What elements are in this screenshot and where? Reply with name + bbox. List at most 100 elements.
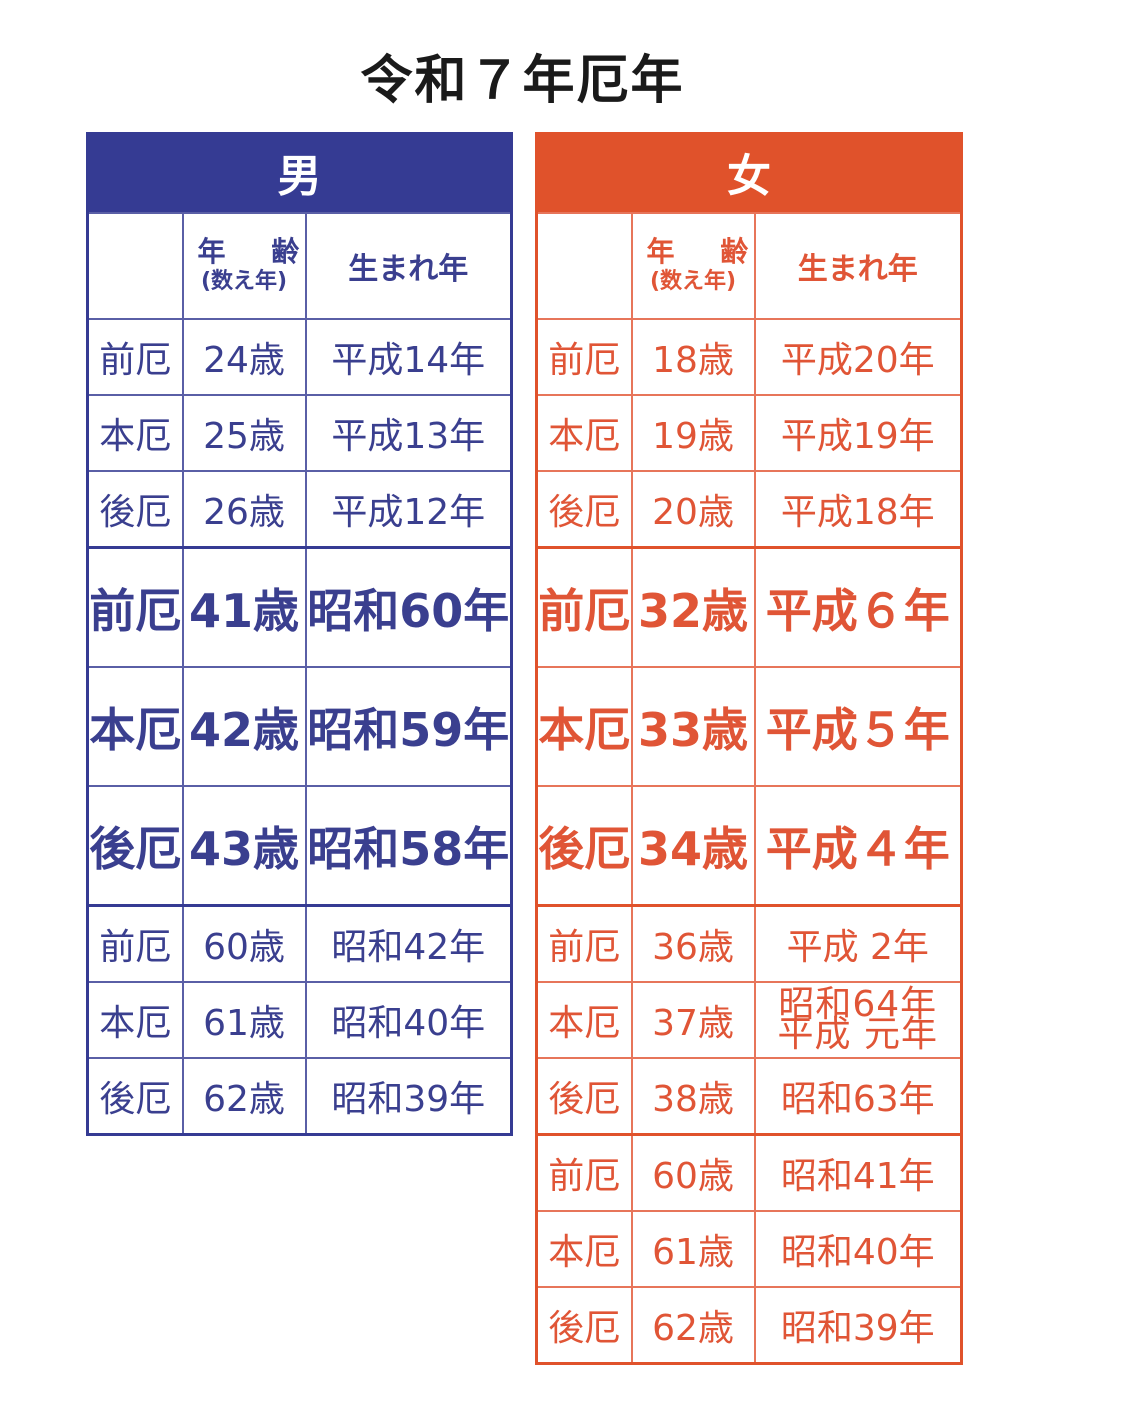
yaku-type-cell: 本厄 (86, 981, 184, 1059)
yaku-type-cell: 本厄 (535, 981, 633, 1059)
age-cell: 34歳 (630, 785, 756, 907)
yaku-type-cell: 本厄 (535, 1210, 633, 1288)
yaku-type-cell: 後厄 (535, 785, 633, 907)
birth-year-cell: 昭和64年 平成 元年 (753, 981, 963, 1059)
column-header-row: 年 齢 (数え年) 生まれ年 (86, 212, 513, 320)
table-row: 本厄 61歳 昭和40年 (86, 981, 513, 1059)
table-row: 本厄 42歳 昭和59年 (86, 666, 513, 787)
age-cell: 37歳 (630, 981, 756, 1059)
birth-year-cell: 昭和63年 (753, 1057, 963, 1136)
birth-year-cell: 昭和39年 (304, 1057, 513, 1136)
age-cell: 32歳 (630, 546, 756, 668)
yaku-type-cell: 本厄 (535, 394, 633, 472)
birth-year-cell: 昭和60年 (304, 546, 513, 668)
type-header-cell (86, 212, 184, 320)
age-header: 年 齢 (197, 235, 318, 268)
table-row: 後厄 43歳 昭和58年 (86, 785, 513, 907)
yaku-type-cell: 後厄 (86, 470, 184, 549)
women-header: 女 (535, 132, 963, 212)
birth-year-cell: 平成５年 (753, 666, 963, 787)
birth-year-cell: 平成４年 (753, 785, 963, 907)
birth-year-cell: 昭和41年 (753, 1133, 963, 1212)
age-cell: 25歳 (181, 394, 307, 472)
birth-year-cell: 平成20年 (753, 318, 963, 396)
age-subheader: (数え年) (649, 269, 737, 294)
table-row: 前厄 60歳 昭和42年 (86, 904, 513, 983)
table-row: 後厄 62歳 昭和39年 (535, 1286, 963, 1365)
age-header: 年 齢 (646, 235, 767, 268)
birth-year-cell: 平成 2年 (753, 904, 963, 983)
age-cell: 42歳 (181, 666, 307, 787)
table-row: 後厄 38歳 昭和63年 (535, 1057, 963, 1136)
yaku-type-cell: 前厄 (535, 1133, 633, 1212)
men-header: 男 (86, 132, 513, 212)
birth-year-cell: 平成19年 (753, 394, 963, 472)
age-header-cell: 年 齢 (数え年) (630, 212, 767, 320)
yaku-type-cell: 前厄 (535, 546, 633, 668)
men-table-panel: 男 年 齢 (数え年) 生まれ年 前厄 24歳 平成14年 本厄 25歳 平成13年 後厄 26歳平… (86, 132, 513, 1136)
yaku-type-cell: 前厄 (535, 904, 633, 983)
age-cell: 19歳 (630, 394, 756, 472)
age-cell: 60歳 (181, 904, 307, 983)
yaku-type-cell: 後厄 (86, 785, 184, 907)
women-table: 年 齢 (数え年) 生まれ年 前厄 18歳 平成20年 本厄 19歳 平成19年 後厄 20歳 平成1… (535, 212, 963, 1365)
age-cell: 60歳 (630, 1133, 756, 1212)
age-cell: 43歳 (181, 785, 307, 907)
birth-year-cell: 昭和40年 (304, 981, 513, 1059)
table-row: 前厄 60歳 昭和41年 (535, 1133, 963, 1212)
yaku-type-cell: 前厄 (86, 546, 184, 668)
birth-year-cell: 平成６年 (753, 546, 963, 668)
yaku-type-cell: 後厄 (535, 470, 633, 549)
birth-header-cell: 生まれ年 (304, 212, 513, 320)
birth-year: 昭和64年 (778, 984, 938, 1025)
yaku-type-cell: 後厄 (535, 1286, 633, 1365)
age-subheader: (数え年) (200, 269, 288, 294)
table-row: 後厄 62歳 昭和39年 (86, 1057, 513, 1136)
yaku-type-cell: 本厄 (535, 666, 633, 787)
yaku-type-cell: 本厄 (86, 394, 184, 472)
age-cell: 26歳 (181, 470, 307, 549)
women-table-panel: 女 年 齢 (数え年) 生まれ年 前厄 18歳 平成20年 本厄 19歳 平成19年 後厄 20歳平… (535, 132, 963, 1365)
age-cell: 33歳 (630, 666, 756, 787)
table-row: 本厄 33歳 平成５年 (535, 666, 963, 787)
table-row: 後厄 26歳 平成12年 (86, 470, 513, 549)
men-table: 年 齢 (数え年) 生まれ年 前厄 24歳 平成14年 本厄 25歳 平成13年 後厄 26歳 平成1… (86, 212, 513, 1136)
yaku-type-cell: 後厄 (535, 1057, 633, 1136)
age-cell: 36歳 (630, 904, 756, 983)
birth-year-cell: 平成13年 (304, 394, 513, 472)
yaku-type-cell: 本厄 (86, 666, 184, 787)
table-row: 後厄 34歳 平成４年 (535, 785, 963, 907)
age-cell: 38歳 (630, 1057, 756, 1136)
table-row: 前厄 32歳 平成６年 (535, 546, 963, 668)
table-row: 後厄 20歳 平成18年 (535, 470, 963, 549)
type-header-cell (535, 212, 633, 320)
age-cell: 24歳 (181, 318, 307, 396)
age-cell: 20歳 (630, 470, 756, 549)
yaku-type-cell: 前厄 (86, 318, 184, 396)
age-header-cell: 年 齢 (数え年) (181, 212, 318, 320)
birth-year-cell: 平成18年 (753, 470, 963, 549)
yaku-type-cell: 後厄 (86, 1057, 184, 1136)
birth-year-cell: 昭和58年 (304, 785, 513, 907)
age-cell: 61歳 (181, 981, 307, 1059)
age-cell: 62歳 (630, 1286, 756, 1365)
table-row: 本厄 37歳 昭和64年 平成 元年 (535, 981, 963, 1059)
yaku-type-cell: 前厄 (535, 318, 633, 396)
birth-year-cell: 昭和39年 (753, 1286, 963, 1365)
table-row: 前厄 36歳 平成 2年 (535, 904, 963, 983)
birth-year-alt: 平成 元年 (777, 1014, 938, 1055)
yaku-type-cell: 前厄 (86, 904, 184, 983)
birth-year-cell: 平成14年 (304, 318, 513, 396)
age-cell: 61歳 (630, 1210, 756, 1288)
table-row: 本厄 61歳 昭和40年 (535, 1210, 963, 1288)
age-cell: 62歳 (181, 1057, 307, 1136)
page-title: 令和７年厄年 (360, 51, 685, 111)
birth-header-cell: 生まれ年 (753, 212, 963, 320)
table-row: 前厄 41歳 昭和60年 (86, 546, 513, 668)
table-row: 前厄 18歳 平成20年 (535, 318, 963, 396)
column-header-row: 年 齢 (数え年) 生まれ年 (535, 212, 963, 320)
birth-year-cell: 昭和42年 (304, 904, 513, 983)
table-row: 前厄 24歳 平成14年 (86, 318, 513, 396)
birth-year-cell: 昭和40年 (753, 1210, 963, 1288)
birth-year-cell: 昭和59年 (304, 666, 513, 787)
